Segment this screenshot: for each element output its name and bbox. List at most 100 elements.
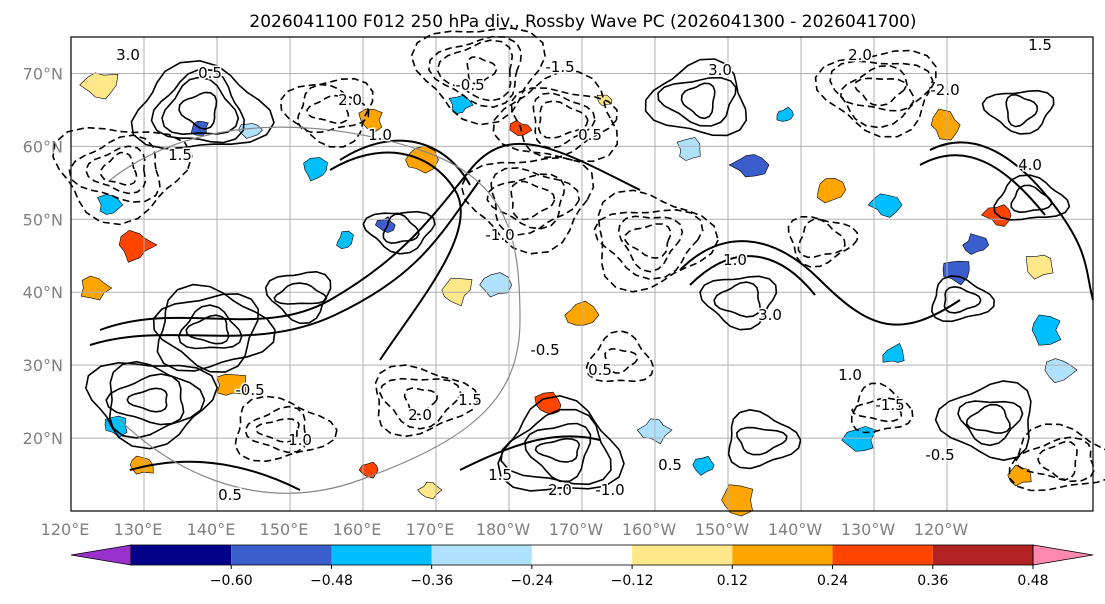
positive-contour (1010, 184, 1053, 214)
positive-contour (1005, 93, 1039, 128)
contour-label: -0.5 (455, 76, 484, 94)
anomaly-patch (336, 230, 354, 250)
negative-contour (234, 395, 338, 463)
anomaly-patch (80, 275, 113, 301)
negative-contour (492, 70, 619, 163)
jet-contour (929, 141, 1094, 301)
positive-contour (957, 400, 1024, 447)
negative-contour (617, 215, 684, 273)
colorbar-tick-label: −0.12 (611, 573, 654, 589)
negative-contour (374, 364, 480, 438)
contour-label: 0.5 (198, 64, 222, 82)
anomaly-patch (721, 484, 754, 517)
contour-label: 2.0 (408, 406, 432, 424)
positive-contour (185, 314, 230, 345)
negative-contour (244, 405, 308, 454)
negative-contour (296, 83, 370, 134)
contour-label: -0.5 (235, 381, 264, 399)
positive-contour (657, 76, 737, 127)
jet-contour (679, 240, 961, 326)
colorbar-tick-label: −0.36 (410, 573, 453, 589)
lon-label: 180°W (476, 520, 531, 539)
anomaly-patch (867, 193, 903, 218)
positive-contour (152, 293, 260, 373)
anomaly-patch (303, 157, 328, 182)
anomaly-patch (728, 154, 770, 178)
colorbar-segment (531, 545, 633, 565)
anomaly-patch (776, 106, 794, 122)
anomaly-patch (882, 342, 905, 363)
contour-label: 1.5 (488, 466, 512, 484)
contour-label: 1.5 (1028, 36, 1052, 54)
colorbar-segment (732, 545, 833, 565)
map-panel: 3.0 0.5 1.5 2.0 1.0 -0.5 -1.0 -1.5 0.5 3.0 2.0 1.5 -… (52, 27, 1105, 517)
negative-contour (428, 35, 523, 108)
positive-contour (736, 426, 788, 456)
lon-label: 130°W (841, 520, 896, 539)
negative-contour (829, 60, 934, 129)
anomaly-patch (596, 94, 613, 107)
anomaly-patch (375, 216, 396, 233)
negative-contour (624, 223, 672, 259)
contour-label: -0.5 (925, 446, 954, 464)
jet-contour (919, 154, 1046, 216)
negative-contour (787, 215, 858, 268)
negative-contour (851, 397, 903, 423)
contour-label: 1.0 (838, 366, 862, 384)
lat-label: 70°N (23, 64, 63, 83)
lon-label: 170°W (549, 520, 604, 539)
colorbar-tick-label: −0.24 (510, 573, 553, 589)
positive-contour (178, 91, 218, 130)
colorbar-tick-label: 0.24 (817, 573, 848, 589)
negative-contour (585, 329, 655, 383)
negative-contour (814, 49, 937, 138)
positive-contour (930, 275, 995, 323)
contour-label: 0.5 (218, 486, 242, 504)
positive-contour (161, 76, 240, 136)
contour-label: -2.0 (930, 81, 959, 99)
contour-label: 1.5 (458, 391, 482, 409)
map-title: 2026041100 F012 250 hPa div., Rossby Wav… (249, 12, 916, 32)
contour-label: -1.5 (545, 58, 574, 76)
positive-contour (130, 59, 275, 150)
contour-label: 3.0 (708, 61, 732, 79)
anomaly-patch (118, 229, 158, 263)
positive-contour (644, 58, 748, 137)
contour-label: -1.0 (485, 226, 514, 244)
lat-label: 40°N (23, 283, 63, 302)
contour-label: 1.0 (723, 251, 747, 269)
colorbar-segment (832, 545, 933, 565)
positive-contour (524, 422, 592, 483)
contour-label: 0.5 (588, 361, 612, 379)
positive-contour (727, 408, 802, 470)
negative-contour (379, 377, 462, 430)
longitude-labels: 120°E 130°E 140°E 150°E 160°E 170°E 180°W 170°W… (41, 520, 969, 539)
negative-contour (68, 134, 161, 203)
anomaly-patch (216, 373, 246, 396)
jet-contour (329, 151, 462, 361)
anomaly-patch (930, 108, 961, 141)
anomaly-patch (1044, 358, 1078, 384)
anomaly-patch (980, 204, 1012, 227)
positive-contour (108, 360, 206, 439)
map-frame (70, 36, 1094, 512)
lat-label: 30°N (23, 356, 63, 375)
anomaly-patch (1007, 464, 1032, 487)
negative-contour (510, 87, 618, 159)
colorbar-segment (231, 545, 332, 565)
anomaly-patch (479, 272, 513, 298)
negative-contour (604, 348, 639, 374)
negative-contour (306, 94, 350, 124)
positive-contour (362, 210, 436, 255)
negative-contour (797, 218, 846, 259)
positive-contour (273, 282, 328, 305)
negative-contour (436, 39, 514, 102)
anomaly-patch (358, 461, 379, 479)
positive-contour (713, 281, 762, 318)
contour-label: -1.0 (595, 481, 624, 499)
positive-contour (150, 68, 246, 144)
colorbar-tick-labels: −0.60 −0.48 −0.36 −0.24 −0.12 0.12 0.24 0.36 0.4… (210, 565, 1049, 589)
positive-contour (126, 387, 168, 413)
contour-label: 1.5 (168, 146, 192, 164)
colorbar-segment (331, 545, 432, 565)
